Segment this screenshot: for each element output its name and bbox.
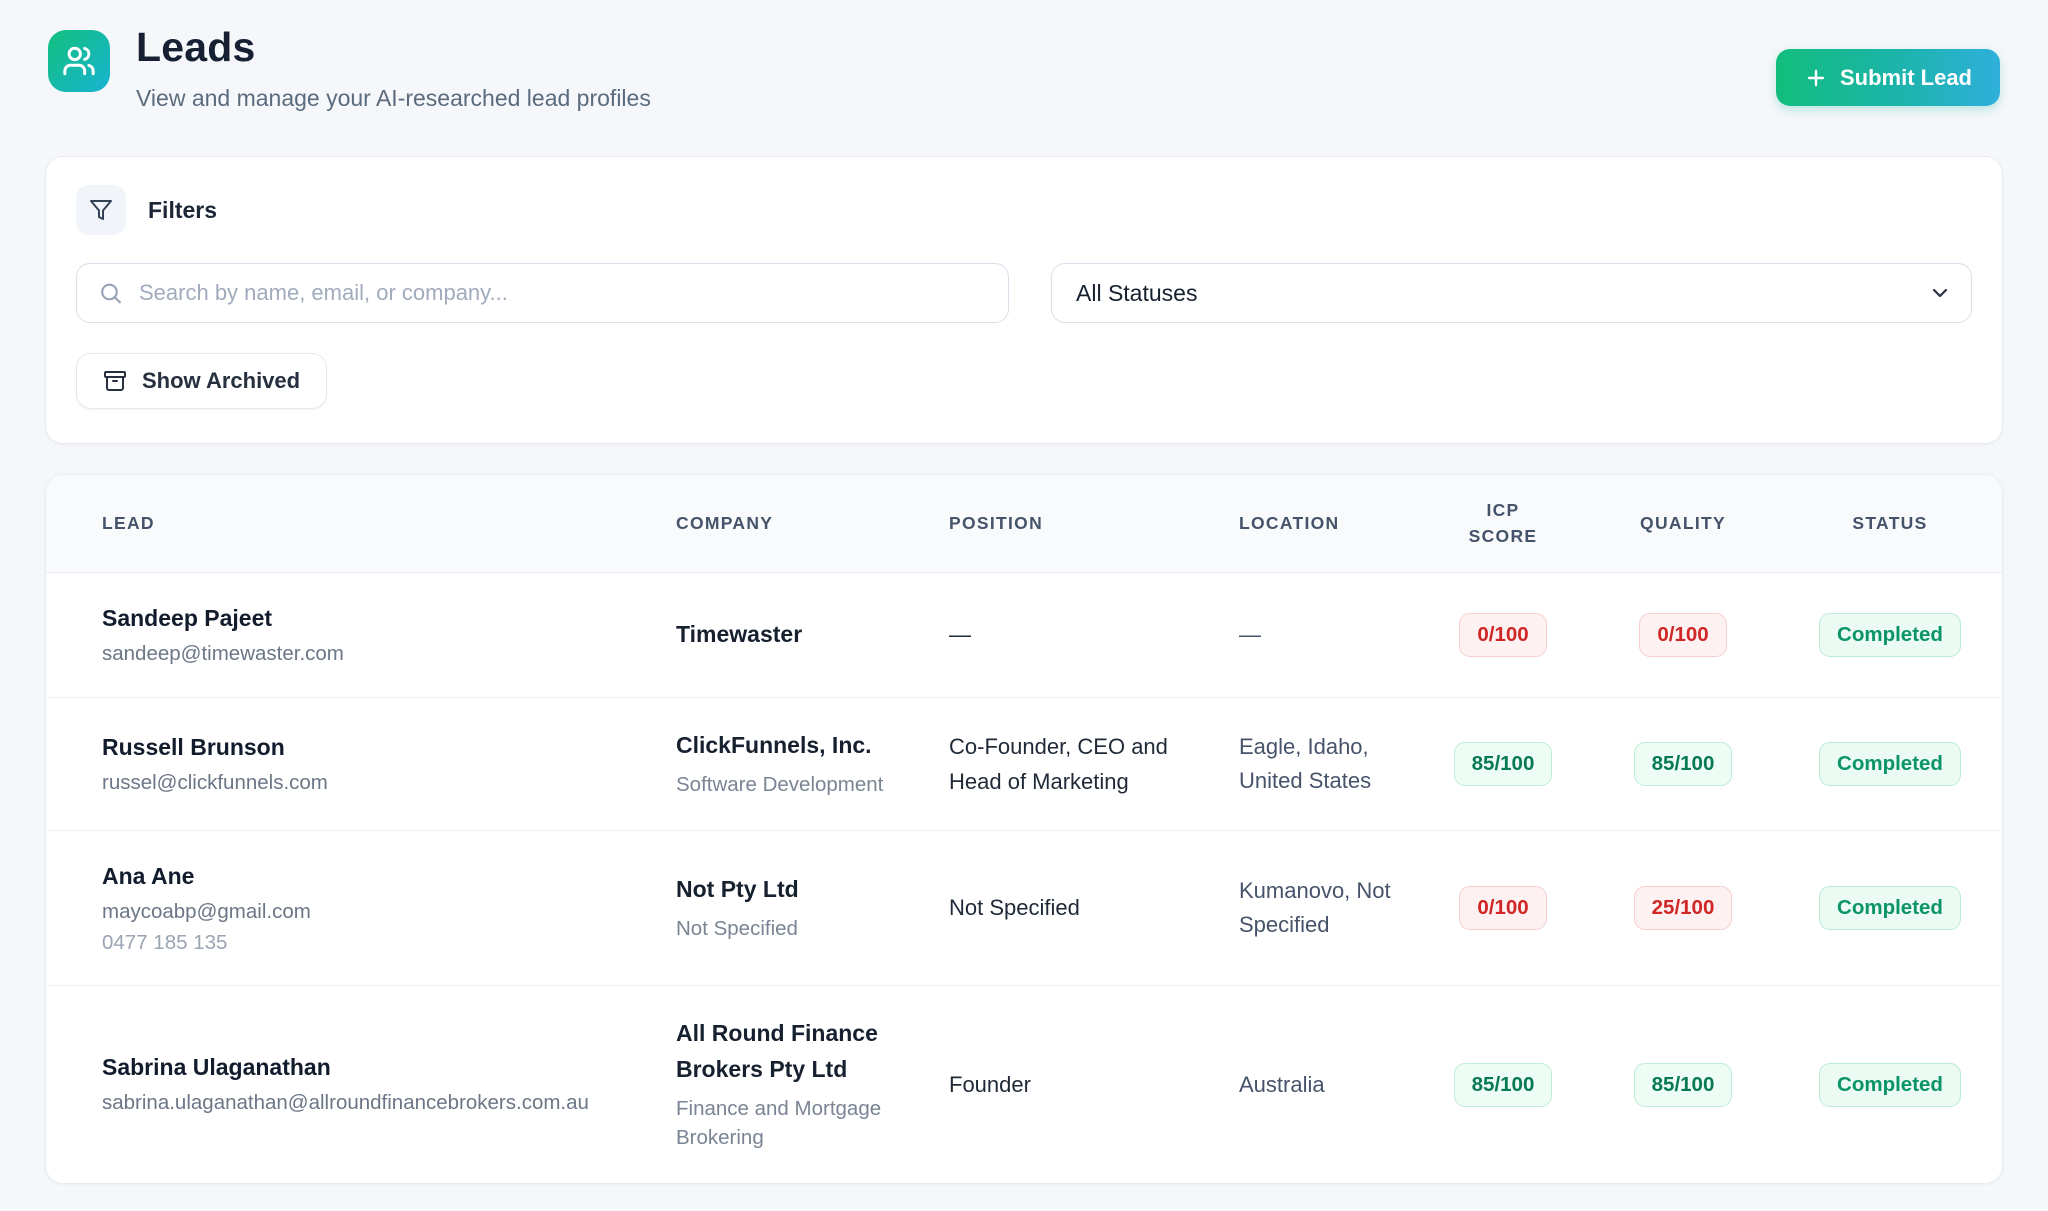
lead-cell: Sandeep Pajeet sandeep@timewaster.com xyxy=(46,572,676,699)
lead-phone: 0477 185 135 xyxy=(102,931,228,955)
filter-icon xyxy=(76,185,126,235)
quality-badge: 85/100 xyxy=(1633,1062,1733,1107)
show-archived-button[interactable]: Show Archived xyxy=(76,353,328,409)
table-row[interactable]: Russell Brunson russel@clickfunnels.com … xyxy=(46,697,2002,831)
table-row[interactable]: Sandeep Pajeet sandeep@timewaster.com Ti… xyxy=(46,572,2002,699)
column-header-lead: Lead xyxy=(46,475,676,573)
position-cell: — xyxy=(949,572,1239,699)
quality-cell: 85/100 xyxy=(1588,697,1778,831)
table-row[interactable]: Sabrina Ulaganathan sabrina.ulaganathan@… xyxy=(46,986,2002,1183)
archive-icon xyxy=(104,371,126,391)
quality-cell: 0/100 xyxy=(1588,572,1778,699)
status-cell: Completed xyxy=(1778,572,2002,699)
page-subtitle: View and manage your AI-researched lead … xyxy=(136,85,651,111)
position-cell: Co-Founder, CEO and Head of Marketing xyxy=(949,697,1239,831)
status-cell: Completed xyxy=(1778,986,2002,1183)
status-badge: Completed xyxy=(1819,741,1961,786)
lead-email: russel@clickfunnels.com xyxy=(102,770,328,794)
location-cell: — xyxy=(1239,572,1418,699)
company-cell: Timewaster xyxy=(676,572,949,699)
company-industry: Software Development xyxy=(676,772,884,796)
search-icon xyxy=(101,283,121,304)
column-header-status: Status xyxy=(1778,475,2002,573)
users-icon xyxy=(48,30,110,92)
filters-title-row: Filters xyxy=(76,185,1972,235)
company-name: All Round Finance Brokers Pty Ltd xyxy=(676,1020,878,1082)
page-header: Leads View and manage your AI-researched… xyxy=(45,16,2003,112)
lead-email: sabrina.ulaganathan@allroundfinancebroke… xyxy=(102,1091,589,1115)
table-header-row: Lead Company Position Location ICP Score… xyxy=(46,475,2002,573)
submit-lead-label: Submit Lead xyxy=(1839,64,1972,90)
column-header-quality: Quality xyxy=(1588,475,1778,573)
company-name: ClickFunnels, Inc. xyxy=(676,732,872,759)
position-cell: Founder xyxy=(949,1072,1031,1097)
lead-cell: Russell Brunson russel@clickfunnels.com xyxy=(46,697,676,831)
lead-email: sandeep@timewaster.com xyxy=(102,641,344,665)
lead-cell: Ana Ane maycoabp@gmail.com 0477 185 135 xyxy=(46,830,676,987)
icp-score-cell: 0/100 xyxy=(1418,830,1588,987)
location-cell: Australia xyxy=(1239,1071,1325,1097)
lead-name: Ana Ane xyxy=(102,862,195,889)
status-select[interactable]: All Statuses xyxy=(1051,263,1972,323)
quality-cell: 25/100 xyxy=(1588,830,1778,987)
icp-score-badge: 0/100 xyxy=(1459,885,1547,930)
position-cell: Not Specified xyxy=(949,830,1239,987)
quality-cell: 85/100 xyxy=(1588,986,1778,1183)
header-left: Leads View and manage your AI-researched… xyxy=(48,24,651,112)
lead-name: Sandeep Pajeet xyxy=(102,604,273,631)
company-cell: All Round Finance Brokers Pty Ltd Financ… xyxy=(676,986,949,1183)
location-cell: Kumanovo, Not Specified xyxy=(1239,830,1418,987)
quality-badge: 0/100 xyxy=(1639,612,1727,657)
icp-score-badge: 85/100 xyxy=(1453,741,1553,786)
lead-email: maycoabp@gmail.com xyxy=(102,899,311,923)
title-block: Leads View and manage your AI-researched… xyxy=(136,24,651,112)
status-badge: Completed xyxy=(1819,612,1961,657)
company-cell: ClickFunnels, Inc. Software Development xyxy=(676,697,949,831)
page-title: Leads xyxy=(136,24,256,70)
search-input[interactable] xyxy=(76,263,1009,323)
filters-card: Filters All Statuses xyxy=(45,156,2003,444)
lead-name: Russell Brunson xyxy=(102,733,285,760)
leads-table-card: Lead Company Position Location ICP Score… xyxy=(45,474,2003,1184)
column-header-position: Position xyxy=(949,475,1239,573)
icp-score-cell: 0/100 xyxy=(1418,572,1588,699)
company-industry: Finance and Mortgage Brokering xyxy=(676,1096,882,1150)
location-cell: Eagle, Idaho, United States xyxy=(1239,697,1418,831)
quality-badge: 25/100 xyxy=(1633,885,1733,930)
icp-score-badge: 0/100 xyxy=(1459,612,1547,657)
quality-badge: 85/100 xyxy=(1633,741,1733,786)
company-name: Timewaster xyxy=(676,621,803,648)
icp-score-cell: 85/100 xyxy=(1418,697,1588,831)
filters-controls: All Statuses xyxy=(76,263,1972,323)
status-badge: Completed xyxy=(1819,885,1961,930)
status-cell: Completed xyxy=(1778,830,2002,987)
column-header-icp: ICP Score xyxy=(1418,475,1588,573)
search-wrap xyxy=(76,263,1009,323)
icp-score-badge: 85/100 xyxy=(1453,1062,1553,1107)
filters-title: Filters xyxy=(148,196,218,223)
status-cell: Completed xyxy=(1778,697,2002,831)
company-cell: Not Pty Ltd Not Specified xyxy=(676,830,949,987)
icp-score-cell: 85/100 xyxy=(1418,986,1588,1183)
submit-lead-button[interactable]: Submit Lead xyxy=(1775,49,2000,106)
status-select-wrap: All Statuses xyxy=(1051,263,1972,323)
lead-name: Sabrina Ulaganathan xyxy=(102,1054,331,1081)
leads-table: Lead Company Position Location ICP Score… xyxy=(46,475,2002,1183)
show-archived-label: Show Archived xyxy=(142,368,301,393)
table-row[interactable]: Ana Ane maycoabp@gmail.com 0477 185 135 … xyxy=(46,830,2002,987)
company-name: Not Pty Ltd xyxy=(676,876,799,903)
plus-icon xyxy=(1807,69,1825,86)
status-badge: Completed xyxy=(1819,1062,1961,1107)
column-header-company: Company xyxy=(676,475,949,573)
column-header-location: Location xyxy=(1239,475,1418,573)
company-industry: Not Specified xyxy=(676,916,798,940)
lead-cell: Sabrina Ulaganathan sabrina.ulaganathan@… xyxy=(46,986,676,1183)
